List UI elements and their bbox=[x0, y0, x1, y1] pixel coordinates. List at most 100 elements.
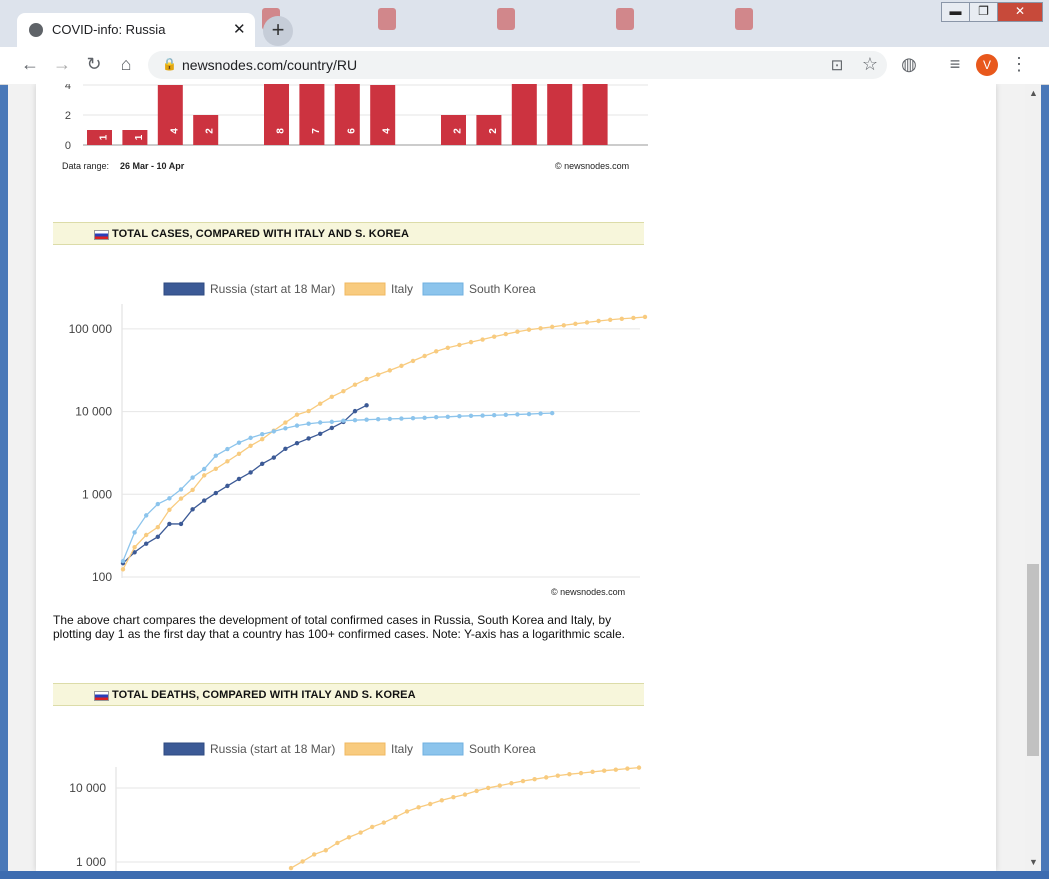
series-point bbox=[329, 419, 334, 425]
ytick-label: 1 000 bbox=[76, 855, 106, 869]
series-point bbox=[329, 394, 334, 399]
url-text[interactable]: newsnodes.com/country/RU bbox=[182, 57, 358, 73]
series-point bbox=[474, 788, 479, 794]
page-viewport bbox=[8, 84, 1025, 871]
series-point bbox=[294, 423, 300, 428]
series-point bbox=[619, 316, 624, 321]
series-point bbox=[468, 413, 474, 418]
bar bbox=[264, 84, 289, 145]
maximize-button[interactable]: ❐ bbox=[969, 2, 998, 22]
new-tab-button[interactable]: + bbox=[263, 16, 293, 46]
chart-credit: © newsnodes.com bbox=[555, 161, 630, 171]
bar bbox=[441, 115, 466, 145]
series-point bbox=[294, 440, 300, 446]
series-point bbox=[190, 487, 195, 493]
ytick-label: 100 000 bbox=[69, 322, 113, 336]
series-point bbox=[271, 455, 276, 460]
series-point bbox=[155, 534, 160, 540]
series-point bbox=[318, 431, 323, 437]
series-point bbox=[550, 324, 555, 330]
legend-label: Russia (start at 18 Mar) bbox=[210, 282, 335, 296]
series-point bbox=[497, 783, 502, 788]
series-point bbox=[167, 521, 172, 527]
minimize-button[interactable]: ▬ bbox=[941, 2, 970, 22]
series-point bbox=[387, 368, 392, 373]
close-tab-icon[interactable]: ✕ bbox=[233, 21, 246, 38]
series-point bbox=[346, 835, 352, 840]
series-point bbox=[144, 513, 149, 518]
series-point bbox=[213, 453, 218, 458]
scroll-down-icon[interactable]: ▼ bbox=[1029, 857, 1038, 867]
total-cases-line-chart: Russia (start at 18 Mar) Italy South Korea… bbox=[69, 282, 648, 584]
series-point bbox=[329, 425, 334, 431]
scrollbar-thumb[interactable] bbox=[1027, 564, 1039, 756]
series-point bbox=[532, 776, 537, 782]
bar bbox=[87, 130, 112, 145]
bar-data-label: 8 bbox=[276, 128, 287, 134]
series-point bbox=[544, 775, 549, 780]
bar bbox=[476, 115, 502, 145]
ytick-label: 100 bbox=[92, 570, 112, 584]
bar bbox=[334, 84, 360, 145]
series-italy bbox=[288, 765, 642, 871]
bar-data-label: 4 bbox=[169, 128, 180, 134]
series-south-korea bbox=[120, 410, 555, 564]
legend-label: South Korea bbox=[469, 742, 536, 756]
back-icon[interactable]: ← bbox=[21, 54, 39, 74]
series-point bbox=[167, 496, 172, 501]
series-point bbox=[439, 798, 444, 803]
series-point bbox=[457, 413, 462, 419]
series-point bbox=[260, 432, 265, 437]
series-point bbox=[178, 496, 184, 501]
bar-data-label: 4 bbox=[382, 128, 393, 134]
series-point bbox=[526, 411, 532, 417]
series-point bbox=[364, 403, 369, 408]
series-point bbox=[202, 498, 207, 503]
series-point bbox=[613, 767, 618, 772]
bar bbox=[193, 115, 219, 145]
series-point bbox=[550, 410, 555, 416]
legend-swatch bbox=[344, 742, 386, 756]
window-bottom-border bbox=[0, 871, 1049, 879]
scroll-up-icon[interactable]: ▲ bbox=[1029, 88, 1038, 98]
series-line bbox=[122, 404, 367, 564]
legend-label: South Korea bbox=[469, 282, 536, 296]
background-tab[interactable] bbox=[497, 8, 515, 30]
series-point bbox=[538, 326, 543, 331]
series-point bbox=[404, 809, 410, 814]
series-point bbox=[318, 401, 323, 406]
series-point bbox=[503, 412, 508, 418]
active-tab[interactable]: COVID-info: Russia ✕ bbox=[17, 13, 255, 47]
window-close-button[interactable]: ✕ bbox=[997, 2, 1043, 22]
media-control-icon[interactable]: ≡ bbox=[949, 54, 961, 74]
bar-data-label: 2 bbox=[453, 128, 464, 134]
series-line bbox=[122, 316, 646, 570]
series-point bbox=[190, 507, 195, 512]
series-point bbox=[341, 418, 346, 423]
address-bar[interactable] bbox=[148, 51, 887, 79]
legend-swatch bbox=[344, 282, 386, 296]
background-tab[interactable] bbox=[616, 8, 634, 30]
series-point bbox=[312, 852, 317, 857]
forward-icon[interactable]: → bbox=[53, 54, 71, 74]
series-point bbox=[625, 766, 630, 771]
translate-icon[interactable]: ⊡ bbox=[830, 57, 844, 74]
reload-icon[interactable]: ↻ bbox=[86, 54, 102, 74]
series-point bbox=[236, 451, 242, 456]
bar bbox=[157, 85, 183, 145]
bookmark-star-icon[interactable]: ☆ bbox=[861, 54, 879, 74]
series-point bbox=[422, 415, 427, 421]
series-line bbox=[290, 766, 640, 869]
series-russia-start-at-mar- bbox=[120, 403, 369, 566]
series-line bbox=[122, 412, 553, 562]
ytick-label: 10 000 bbox=[75, 405, 112, 419]
series-point bbox=[370, 824, 375, 830]
legend-label: Russia (start at 18 Mar) bbox=[210, 742, 335, 756]
home-icon[interactable]: ⌂ bbox=[120, 54, 132, 74]
background-tab[interactable] bbox=[735, 8, 753, 30]
extension-globe-icon[interactable]: ◍ bbox=[901, 54, 917, 74]
menu-icon[interactable]: ⋮ bbox=[1010, 54, 1028, 74]
background-tab[interactable] bbox=[378, 8, 396, 30]
page-content bbox=[36, 84, 996, 871]
profile-avatar[interactable]: V bbox=[976, 54, 998, 76]
